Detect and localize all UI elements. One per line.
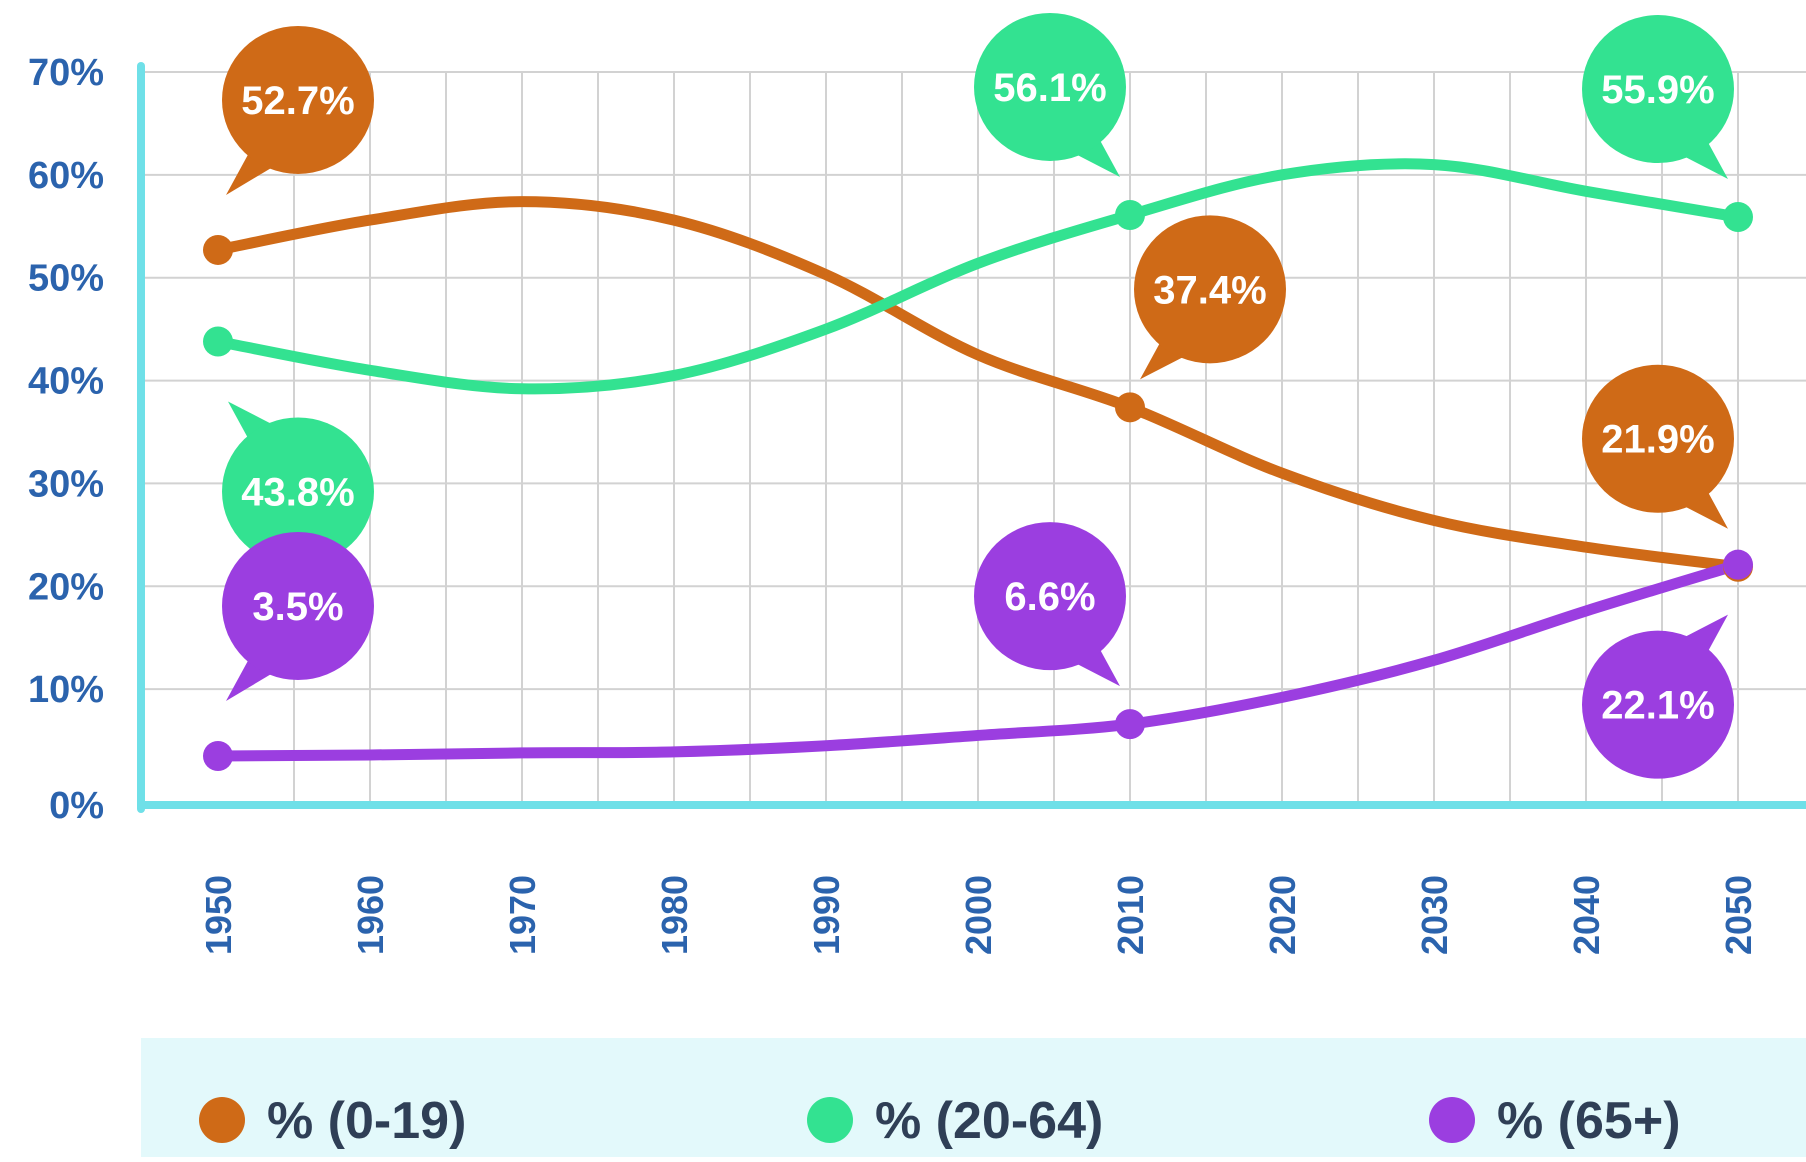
x-tick-label: 2010	[1110, 875, 1151, 955]
x-tick-label: 1980	[654, 875, 695, 955]
legend-label-2: % (65+)	[1497, 1092, 1681, 1150]
bubble-body	[222, 25, 374, 174]
data-point	[1115, 709, 1145, 740]
x-tick-label: 1970	[502, 875, 543, 955]
bubble-body	[1582, 630, 1734, 779]
data-label-text: 43.8%	[241, 470, 354, 514]
y-tick-label: 0%	[49, 785, 104, 827]
data-point	[1115, 392, 1145, 423]
tick-labels: 0% 10% 20% 30% 40% 50% 60% 70% 1950 1960 1970 1980 1…	[28, 52, 1759, 955]
data-label-bubble: 55.9%	[1582, 15, 1734, 180]
data-label-bubble: 37.4%	[1134, 215, 1286, 380]
legend: % (0-19) % (20-64) % (65+)	[141, 1038, 1806, 1157]
bubble-body	[974, 12, 1126, 161]
series-points	[203, 199, 1753, 771]
y-tick-label: 30%	[28, 463, 104, 505]
bubble-body	[1582, 364, 1734, 513]
bubble-body	[1134, 215, 1286, 364]
data-label-text: 52.7%	[241, 79, 354, 123]
data-label-text: 56.1%	[993, 66, 1106, 110]
legend-marker-1	[807, 1097, 853, 1143]
data-label-bubble: 6.6%	[974, 522, 1126, 687]
data-label-text: 55.9%	[1601, 68, 1714, 112]
x-tick-label: 2000	[958, 875, 999, 955]
y-tick-label: 20%	[28, 566, 104, 608]
bubble-body	[1582, 15, 1734, 164]
bubble-body	[222, 532, 374, 680]
x-tick-label: 2030	[1414, 875, 1455, 955]
data-label-text: 37.4%	[1153, 268, 1266, 312]
x-tick-label: 2040	[1566, 875, 1607, 955]
legend-marker-0	[199, 1097, 245, 1143]
data-point	[1723, 549, 1753, 580]
data-label-bubble: 52.7%	[222, 25, 374, 195]
data-label-text: 21.9%	[1601, 418, 1714, 462]
x-tick-label: 1990	[806, 875, 847, 955]
legend-marker-2	[1429, 1097, 1475, 1143]
legend-background	[141, 1038, 1806, 1157]
x-tick-label: 2050	[1718, 875, 1759, 955]
data-label-bubble: 22.1%	[1582, 614, 1734, 779]
series-line-1	[212, 158, 1744, 395]
legend-label-1: % (20-64)	[875, 1092, 1103, 1150]
data-label-bubble: 3.5%	[222, 532, 374, 701]
data-point	[203, 234, 233, 265]
x-tick-label: 1950	[198, 875, 239, 955]
y-tick-label: 70%	[28, 52, 104, 94]
bubble-body	[974, 522, 1126, 671]
data-labels: 52.7% 37.4% 21.9% 43.8% 56.1% 55.9% 3.5% 6.6% 22…	[222, 12, 1734, 779]
legend-label-0: % (0-19)	[267, 1092, 466, 1150]
series-line-0	[212, 196, 1744, 573]
series-line-2	[212, 559, 1744, 762]
data-point	[203, 326, 233, 357]
data-label-bubble: 21.9%	[1582, 364, 1734, 529]
data-label-bubble: 43.8%	[222, 401, 374, 566]
data-point	[1723, 202, 1753, 233]
data-point	[1115, 199, 1145, 230]
x-tick-label: 2020	[1262, 875, 1303, 955]
y-tick-label: 50%	[28, 258, 104, 300]
x-tick-label: 1960	[350, 875, 391, 955]
y-tick-label: 60%	[28, 155, 104, 197]
y-tick-label: 10%	[28, 669, 104, 711]
series-lines	[212, 158, 1744, 762]
data-label-text: 22.1%	[1601, 684, 1714, 728]
data-label-text: 3.5%	[252, 585, 343, 629]
axes	[137, 62, 1806, 813]
data-point	[203, 741, 233, 771]
data-label-text: 6.6%	[1004, 575, 1095, 619]
y-tick-label: 40%	[28, 361, 104, 403]
data-label-bubble: 56.1%	[974, 12, 1126, 177]
bubble-body	[222, 417, 374, 566]
